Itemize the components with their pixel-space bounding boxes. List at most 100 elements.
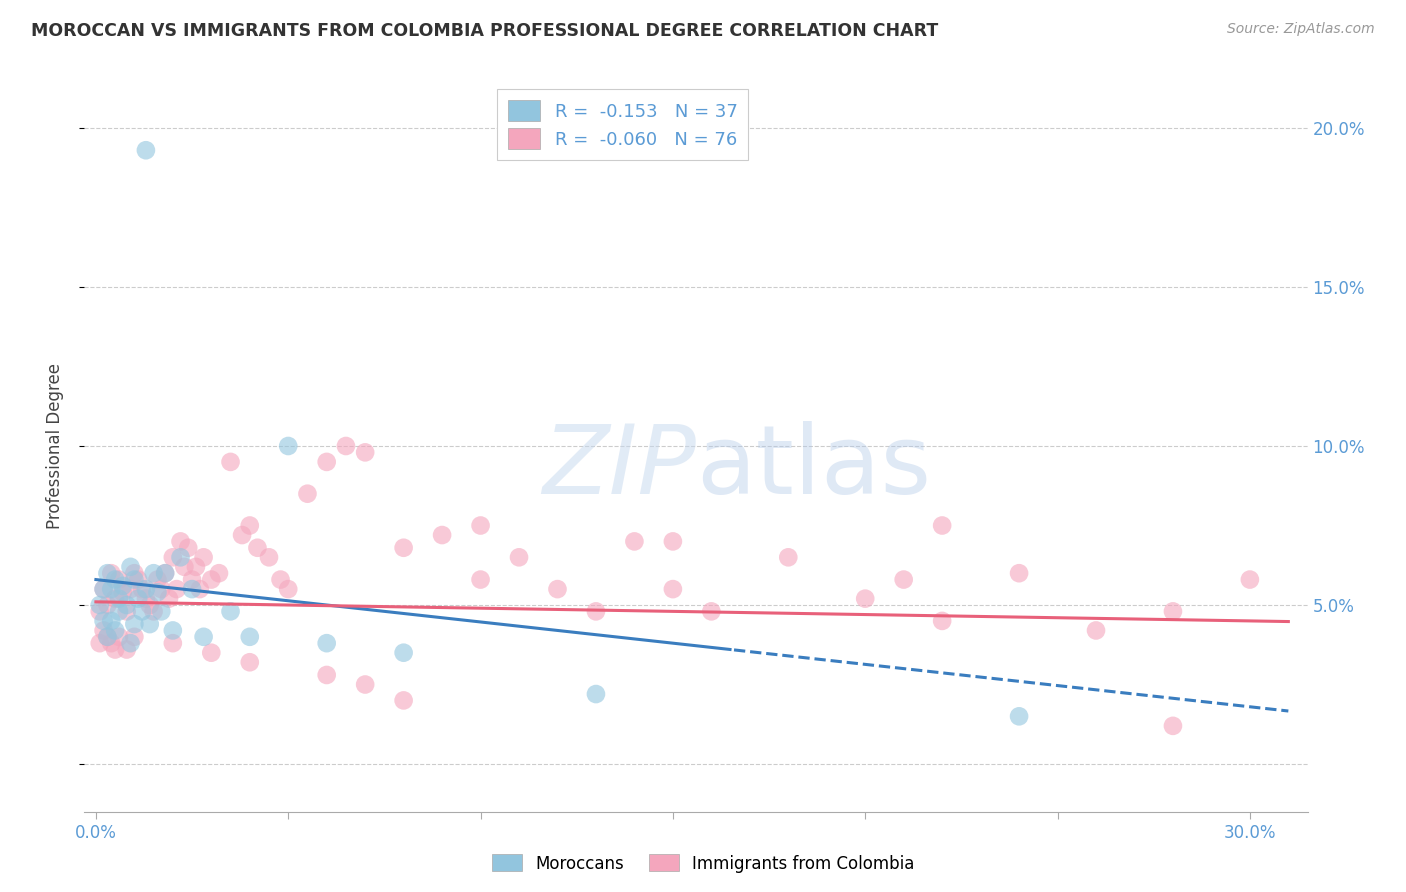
Point	[219, 604, 242, 618]
Point	[315, 455, 337, 469]
Point	[208, 566, 231, 581]
Point	[853, 591, 876, 606]
Point	[662, 534, 685, 549]
Text: atlas: atlas	[696, 421, 931, 515]
Point	[100, 636, 122, 650]
Point	[124, 573, 146, 587]
Point	[146, 585, 169, 599]
Point	[181, 573, 204, 587]
Point	[142, 604, 165, 618]
Point	[139, 617, 162, 632]
Point	[157, 591, 180, 606]
Point	[184, 559, 207, 574]
Point	[142, 566, 165, 581]
Point	[108, 573, 131, 587]
Point	[1085, 624, 1108, 638]
Point	[1008, 709, 1031, 723]
Point	[392, 541, 415, 555]
Point	[108, 591, 131, 606]
Point	[108, 604, 131, 618]
Point	[277, 582, 299, 596]
Point	[354, 677, 377, 691]
Point	[547, 582, 569, 596]
Point	[270, 573, 292, 587]
Y-axis label: Professional Degree: Professional Degree	[45, 363, 63, 529]
Point	[111, 585, 134, 599]
Point	[169, 534, 191, 549]
Point	[430, 528, 453, 542]
Point	[89, 636, 111, 650]
Point	[127, 591, 149, 606]
Point	[239, 630, 262, 644]
Point	[96, 630, 118, 644]
Point	[162, 624, 184, 638]
Point	[931, 518, 953, 533]
Point	[231, 528, 253, 542]
Point	[188, 582, 211, 596]
Point	[120, 636, 142, 650]
Point	[115, 598, 138, 612]
Point	[335, 439, 357, 453]
Point	[1008, 566, 1031, 581]
Point	[89, 604, 111, 618]
Point	[135, 143, 157, 157]
Point	[127, 573, 149, 587]
Point	[246, 541, 269, 555]
Point	[508, 550, 530, 565]
Point	[89, 598, 111, 612]
Point	[139, 598, 162, 612]
Text: Source: ZipAtlas.com: Source: ZipAtlas.com	[1227, 22, 1375, 37]
Point	[124, 566, 146, 581]
Point	[111, 579, 134, 593]
Point	[162, 636, 184, 650]
Point	[100, 566, 122, 581]
Point	[193, 550, 215, 565]
Point	[392, 646, 415, 660]
Point	[193, 630, 215, 644]
Point	[150, 582, 173, 596]
Point	[173, 559, 195, 574]
Point	[131, 604, 153, 618]
Point	[96, 566, 118, 581]
Point	[315, 668, 337, 682]
Point	[470, 573, 492, 587]
Point	[108, 630, 131, 644]
Point	[277, 439, 299, 453]
Legend: R =  -0.153   N = 37, R =  -0.060   N = 76: R = -0.153 N = 37, R = -0.060 N = 76	[496, 89, 748, 160]
Point	[315, 636, 337, 650]
Point	[297, 486, 319, 500]
Point	[392, 693, 415, 707]
Point	[239, 655, 262, 669]
Point	[96, 598, 118, 612]
Point	[181, 582, 204, 596]
Point	[93, 614, 115, 628]
Text: ZIP: ZIP	[543, 421, 696, 515]
Legend: Moroccans, Immigrants from Colombia: Moroccans, Immigrants from Colombia	[485, 847, 921, 880]
Point	[93, 624, 115, 638]
Point	[778, 550, 800, 565]
Point	[100, 614, 122, 628]
Point	[200, 646, 222, 660]
Point	[135, 582, 157, 596]
Point	[93, 582, 115, 596]
Text: MOROCCAN VS IMMIGRANTS FROM COLOMBIA PROFESSIONAL DEGREE CORRELATION CHART: MOROCCAN VS IMMIGRANTS FROM COLOMBIA PRO…	[31, 22, 938, 40]
Point	[470, 518, 492, 533]
Point	[177, 541, 200, 555]
Point	[585, 604, 607, 618]
Point	[169, 550, 191, 565]
Point	[104, 591, 127, 606]
Point	[96, 630, 118, 644]
Point	[135, 591, 157, 606]
Point	[124, 617, 146, 632]
Point	[1239, 573, 1261, 587]
Point	[146, 573, 169, 587]
Point	[1161, 719, 1184, 733]
Point	[200, 573, 222, 587]
Point	[100, 582, 122, 596]
Point	[153, 566, 176, 581]
Point	[120, 559, 142, 574]
Point	[115, 604, 138, 618]
Point	[166, 582, 188, 596]
Point	[124, 630, 146, 644]
Point	[239, 518, 262, 533]
